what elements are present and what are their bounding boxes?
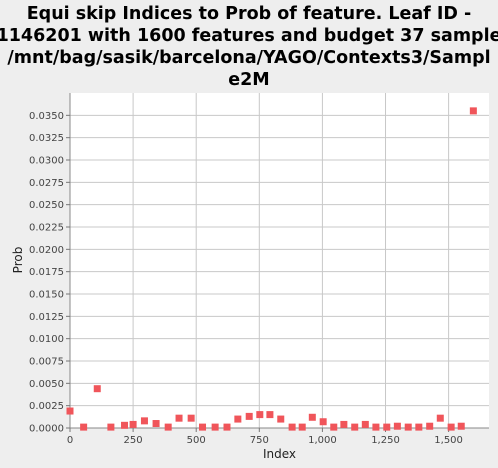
data-point (469, 107, 477, 115)
data-point (319, 418, 327, 426)
y-tick-label: 0.0275 (29, 178, 64, 189)
y-tick-label: 0.0175 (29, 267, 64, 278)
data-point (93, 385, 101, 393)
y-tick-label: 0.0000 (29, 424, 64, 435)
data-point (129, 420, 137, 428)
y-axis-ticks: 0.0000 0.0025 0.0050 0.0075 0.0100 0.0125 0.01… (29, 111, 70, 435)
data-point (187, 414, 195, 422)
x-tick-label: 1,500 (434, 435, 463, 446)
y-tick-label: 0.0200 (29, 245, 64, 256)
x-tick-label: 250 (124, 435, 143, 446)
chart-title-line-2: 1146201 with 1600 features and budget 37… (0, 26, 498, 46)
x-tick-label: 750 (250, 435, 269, 446)
x-axis-label: Index (263, 447, 296, 461)
data-point (351, 423, 359, 431)
chart-title-line-4: e2M (228, 70, 269, 90)
data-point (199, 423, 207, 431)
data-point (266, 411, 274, 419)
y-tick-label: 0.0325 (29, 133, 64, 144)
data-point (107, 423, 115, 431)
y-tick-label: 0.0350 (29, 111, 64, 122)
data-point (372, 423, 380, 431)
data-point (340, 420, 348, 428)
y-tick-label: 0.0100 (29, 334, 64, 345)
data-point (211, 423, 219, 431)
y-tick-label: 0.0025 (29, 401, 64, 412)
data-point (298, 423, 306, 431)
y-tick-label: 0.0150 (29, 290, 64, 301)
y-tick-label: 0.0125 (29, 312, 64, 323)
data-point (121, 421, 129, 429)
data-point (415, 423, 423, 431)
x-axis-ticks: 0 250 500 750 1,000 1,250 1,500 (67, 428, 463, 446)
data-point (426, 422, 434, 430)
data-point (175, 414, 183, 422)
data-point (152, 420, 160, 428)
y-axis-label: Prob (11, 247, 25, 274)
data-point (256, 411, 264, 419)
x-tick-label: 1,000 (308, 435, 337, 446)
data-point (277, 415, 285, 423)
data-point (80, 423, 88, 431)
data-point (361, 420, 369, 428)
data-points (66, 107, 477, 431)
data-point (66, 407, 74, 415)
data-point (436, 414, 444, 422)
data-point (308, 413, 316, 421)
data-point (223, 423, 231, 431)
chart-title-line-1: Equi skip Indices to Prob of feature. Le… (27, 4, 472, 24)
y-tick-label: 0.0050 (29, 379, 64, 390)
data-point (288, 423, 296, 431)
y-tick-label: 0.0225 (29, 223, 64, 234)
data-point (383, 423, 391, 431)
x-tick-label: 500 (187, 435, 206, 446)
data-point (393, 422, 401, 430)
data-point (140, 417, 148, 425)
data-point (234, 415, 242, 423)
data-point (447, 423, 455, 431)
data-point (457, 422, 465, 430)
data-point (245, 412, 253, 420)
plot-area (70, 93, 489, 428)
y-tick-label: 0.0250 (29, 200, 64, 211)
x-tick-label: 0 (67, 435, 73, 446)
y-tick-label: 0.0075 (29, 357, 64, 368)
data-point (164, 423, 172, 431)
data-point (404, 423, 412, 431)
chart-title-line-3: /mnt/bag/sasik/barcelona/YAGO/Contexts3/… (7, 48, 490, 68)
data-point (330, 423, 338, 431)
x-tick-label: 1,250 (371, 435, 400, 446)
y-tick-label: 0.0300 (29, 156, 64, 167)
